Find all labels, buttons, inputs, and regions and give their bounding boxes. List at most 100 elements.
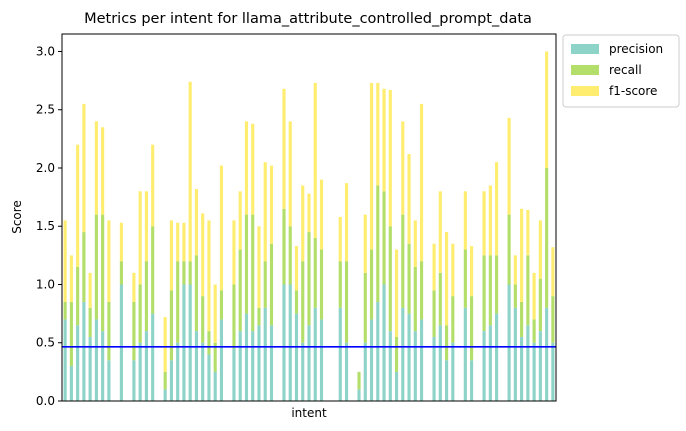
legend-label: recall <box>609 63 642 77</box>
bar-precision <box>407 313 411 401</box>
bar-f1-score <box>288 121 292 227</box>
bar-f1-score <box>163 317 167 372</box>
bar-f1-score <box>513 255 517 285</box>
bar-recall <box>344 261 349 343</box>
bar-precision <box>401 307 405 401</box>
legend-label: precision <box>609 42 663 56</box>
bar-precision <box>76 325 80 401</box>
bar-recall <box>207 331 211 355</box>
bar-f1-score <box>294 246 299 291</box>
bar-f1-score <box>201 213 205 297</box>
y-tick-label: 0.5 <box>36 336 55 350</box>
y-tick-label: 2.0 <box>36 161 55 175</box>
bar-recall <box>94 214 98 320</box>
bar-recall <box>376 185 380 302</box>
legend-swatch <box>571 86 599 96</box>
bar-precision <box>101 331 105 401</box>
bar-recall <box>507 214 511 285</box>
bar-precision <box>188 284 192 401</box>
bar-f1-score <box>132 272 136 302</box>
bar-precision <box>495 313 499 401</box>
bar-precision <box>357 389 361 401</box>
bar-precision <box>263 307 267 401</box>
bar-f1-score <box>182 222 186 262</box>
bar-precision <box>294 313 299 401</box>
bar-f1-score <box>301 185 305 262</box>
bar-f1-score <box>251 123 255 215</box>
bar-precision <box>232 348 236 401</box>
bar-f1-score <box>488 185 492 256</box>
bar-recall <box>88 307 92 337</box>
bar-f1-score <box>463 191 467 250</box>
bar-precision <box>376 301 380 401</box>
bar-precision <box>319 319 324 401</box>
bar-recall <box>194 255 199 332</box>
bar-f1-score <box>363 214 367 273</box>
bar-precision <box>244 313 249 401</box>
bar-recall <box>445 325 449 361</box>
bar-recall <box>101 214 105 332</box>
bar-precision <box>107 360 111 401</box>
bar-precision <box>532 342 536 401</box>
bar-f1-score <box>144 191 148 262</box>
bar-precision <box>257 325 261 401</box>
bar-precision <box>394 371 399 401</box>
bar-f1-score <box>244 121 249 215</box>
y-axis-label: Score <box>10 200 24 234</box>
bar-recall <box>363 272 367 343</box>
bar-recall <box>407 243 411 314</box>
bar-precision <box>388 331 392 401</box>
bar-precision <box>251 331 255 401</box>
bar-recall <box>545 167 549 308</box>
bar-f1-score <box>507 117 511 215</box>
bar-precision <box>132 360 136 401</box>
bar-recall <box>119 261 123 285</box>
bar-recall <box>251 214 255 332</box>
bar-precision <box>144 331 148 401</box>
bar-recall <box>369 249 374 320</box>
bar-f1-score <box>470 246 474 297</box>
bar-f1-score <box>369 82 374 250</box>
bar-f1-score <box>482 191 486 256</box>
bar-precision <box>363 342 367 401</box>
bar-recall <box>532 319 536 343</box>
bar-f1-score <box>520 208 524 302</box>
bar-f1-score <box>394 249 399 337</box>
bar-f1-score <box>407 154 411 244</box>
bar-recall <box>282 208 286 285</box>
bar-precision <box>138 342 142 401</box>
bar-precision <box>269 325 274 401</box>
bar-recall <box>513 284 517 308</box>
bar-precision <box>207 354 211 401</box>
bar-precision <box>313 307 317 401</box>
bar-f1-score <box>169 220 173 291</box>
bar-f1-score <box>545 51 549 168</box>
bar-f1-score <box>176 222 180 262</box>
bar-precision <box>526 325 530 401</box>
bar-recall <box>488 255 492 326</box>
bar-recall <box>432 290 436 337</box>
bar-precision <box>551 342 555 401</box>
bar-recall <box>263 261 267 308</box>
bar-precision <box>88 336 92 401</box>
bar-recall <box>257 307 261 326</box>
bar-recall <box>301 261 305 343</box>
bar-f1-score <box>376 82 380 186</box>
bar-recall <box>388 226 392 332</box>
bar-precision <box>94 319 98 401</box>
bar-f1-score <box>269 165 274 244</box>
bar-precision <box>201 342 205 401</box>
bar-precision <box>344 342 349 401</box>
bar-recall <box>294 290 299 314</box>
bar-f1-score <box>438 191 442 273</box>
bar-precision <box>451 342 455 401</box>
bar-precision <box>151 313 155 401</box>
bar-f1-score <box>282 88 286 209</box>
legend: precision recall f1-score <box>562 34 680 108</box>
y-axis-ticks: 0.0 0.5 1.0 1.5 2.0 2.5 3.0 <box>36 44 62 408</box>
y-tick-label: 2.5 <box>36 103 55 117</box>
bar-precision <box>545 307 549 401</box>
bar-precision <box>438 325 442 401</box>
bar-f1-score <box>551 247 555 297</box>
